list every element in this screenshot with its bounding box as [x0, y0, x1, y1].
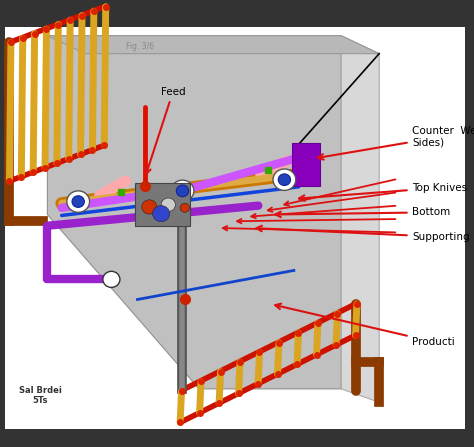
Circle shape	[142, 200, 157, 214]
Circle shape	[153, 206, 170, 222]
Circle shape	[176, 185, 189, 197]
Polygon shape	[47, 36, 341, 389]
FancyBboxPatch shape	[5, 27, 465, 429]
Text: Fig. 3/6: Fig. 3/6	[126, 42, 154, 51]
Text: Feed: Feed	[145, 87, 185, 174]
Circle shape	[273, 169, 296, 190]
Text: Producti: Producti	[275, 304, 455, 347]
Circle shape	[103, 271, 120, 287]
Polygon shape	[47, 36, 379, 54]
Text: Top Knives: Top Knives	[299, 183, 467, 201]
Text: Bottom: Bottom	[275, 207, 451, 217]
Circle shape	[67, 191, 90, 212]
FancyBboxPatch shape	[135, 183, 190, 226]
Text: Supporting: Supporting	[256, 226, 470, 242]
Text: Counter  We
Sides): Counter We Sides)	[318, 126, 474, 160]
Circle shape	[72, 196, 84, 207]
Circle shape	[171, 180, 194, 202]
FancyBboxPatch shape	[292, 143, 320, 186]
Text: Sal Brdei
5Ts: Sal Brdei 5Ts	[19, 386, 62, 405]
Circle shape	[161, 198, 175, 211]
Polygon shape	[341, 36, 379, 402]
Circle shape	[180, 203, 190, 212]
Circle shape	[278, 174, 291, 186]
